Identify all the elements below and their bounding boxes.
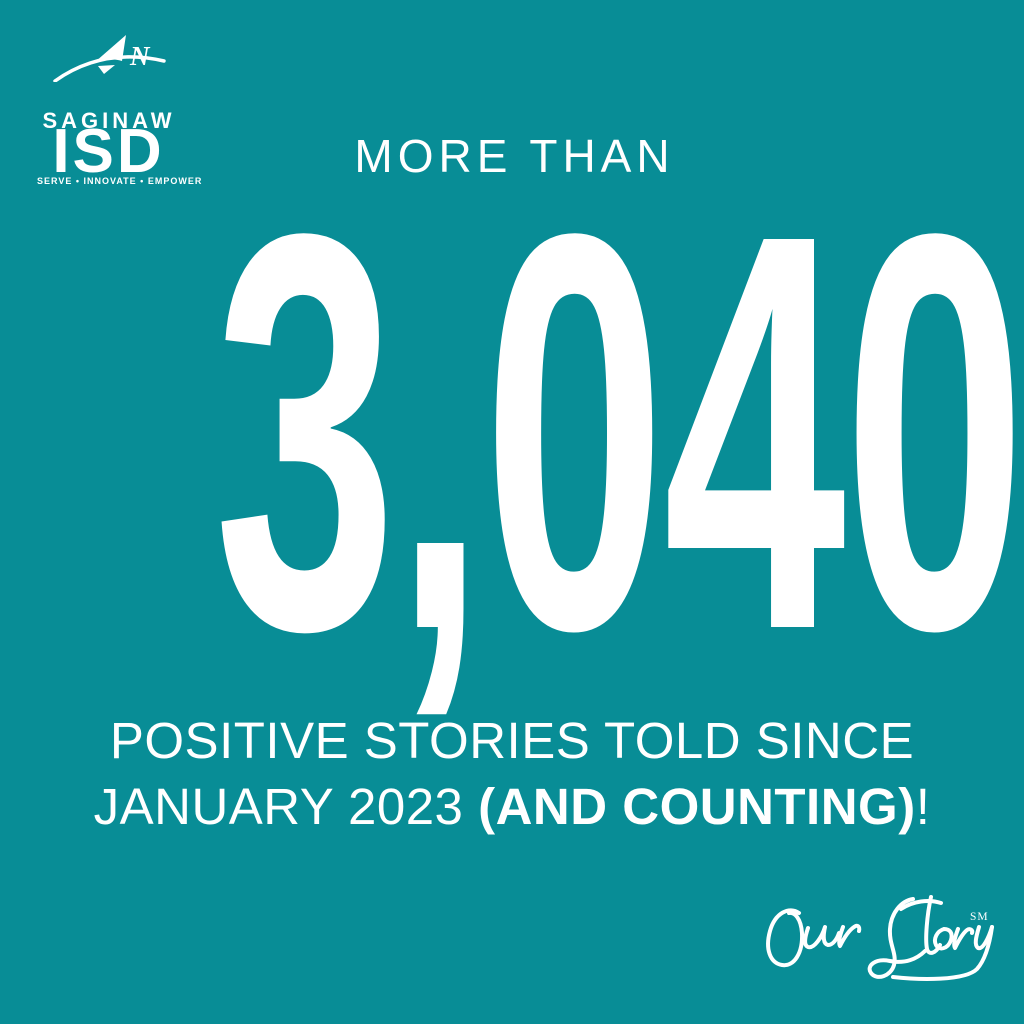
compass-needle-swoosh-icon: N [53,35,166,82]
subline-text: POSITIVE STORIES TOLD SINCE JANUARY 2023… [0,708,1024,840]
our-story-wordmark: SM [755,883,1005,998]
service-mark: SM [970,911,989,923]
subline-line2-end: ! [915,778,931,835]
swoosh-arc [53,55,166,82]
north-letter: N [129,41,151,71]
needle-lower-shape [98,65,115,74]
subline-line2-bold: (AND COUNTING) [478,778,916,835]
saginaw-isd-logo: N SAGINAW ISD SERVE • INNOVATE • EMPOWER [37,26,201,186]
subline-line2-regular: JANUARY 2023 [93,778,479,835]
logo-org-acronym: ISD [52,117,165,186]
logo-org-name: SAGINAW [42,108,176,133]
logo-tagline: SERVE • INNOVATE • EMPOWER [37,176,203,186]
kicker-text: MORE THAN [354,130,675,182]
our-story-script-icon [766,895,994,981]
statistic-number: 3,040 [214,116,1024,747]
subline-line1: POSITIVE STORIES TOLD SINCE [109,712,915,769]
needle-upper-shape [95,35,126,62]
